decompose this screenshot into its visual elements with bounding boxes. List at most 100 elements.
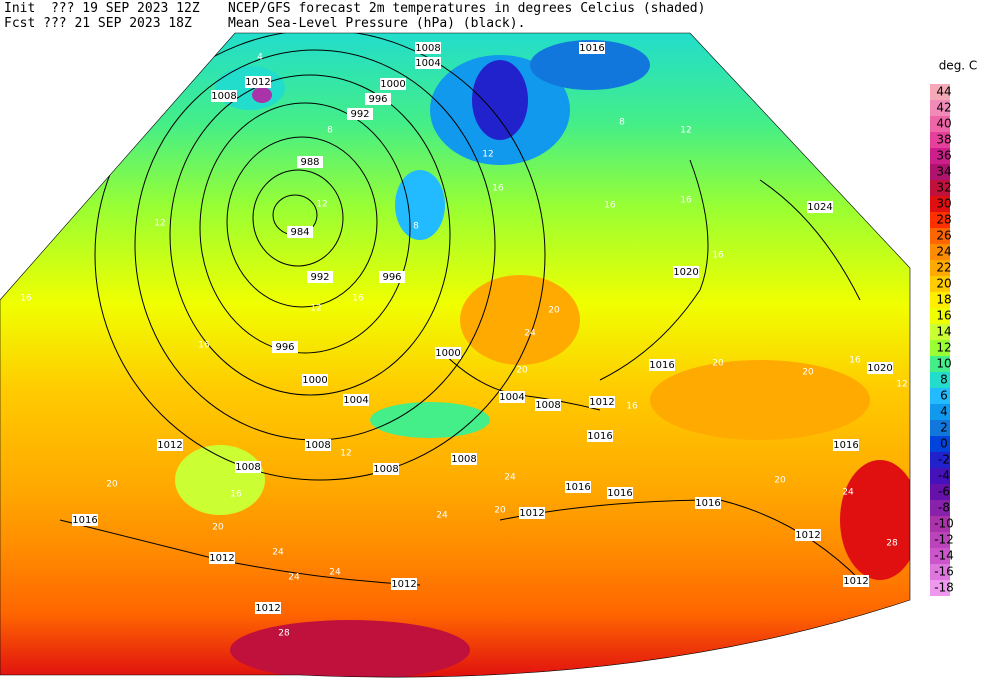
isobar-label-bg [391,578,417,590]
temperature-label: 12 [896,380,907,390]
isobar [599,159,709,381]
title: NCEP/GFS forecast 2m temperatures in deg… [228,1,706,16]
legend-swatch [930,484,950,500]
legend-label: -4 [938,469,950,483]
temperature-label: 8 [619,118,625,128]
legend-label: -2 [938,453,950,467]
temperature-label: 28 [278,629,290,639]
legend-swatch [930,452,950,468]
isobar-label: 1012 [519,508,544,519]
temperature-label: 16 [20,294,32,304]
isobar-label-bg [211,90,237,102]
isobar-label: 1004 [499,392,524,403]
isobar-label: 1000 [435,348,460,359]
temperature-label: 16 [626,402,638,412]
scandinavia-cold-core [472,60,528,140]
legend-label: 14 [936,325,951,339]
temperature-label: 28 [886,539,898,549]
isobar-label: 996 [275,342,294,353]
init-time: Init ??? 19 SEP 2023 12Z [4,1,200,16]
legend-label: 42 [936,101,951,115]
legend-label: 22 [936,261,951,275]
isobar-label-bg [843,575,869,587]
isobar-label-bg [807,201,833,213]
isobar-label-bg [209,552,235,564]
legend-swatch [930,532,950,548]
isobar [759,179,861,301]
legend-swatch [930,244,950,260]
legend-label: 24 [936,245,951,259]
isobar-label: 1012 [209,553,234,564]
isobar-label: 1008 [305,440,330,451]
legend-label: 36 [936,149,951,163]
isobar-label: 996 [382,272,401,283]
isobar-label: 1016 [833,440,858,451]
legend-swatch [930,548,950,564]
isobar-label-bg [287,226,313,238]
isobar-label: 988 [300,157,319,168]
temperature-label: 12 [310,304,321,314]
isobar-label-bg [157,439,183,451]
isobar-label-bg [297,156,323,168]
isobar-label: 984 [290,227,309,238]
temperature-label: 16 [198,341,210,351]
isobar-label: 1000 [302,375,327,386]
kola-cold [530,40,650,90]
temperature-label: 24 [524,329,536,339]
isobar-label: 1016 [649,360,674,371]
isobar-label: 992 [350,109,369,120]
isobar-label-bg [587,430,613,442]
isobar-label: 1012 [245,77,270,88]
isobar-label-bg [795,529,821,541]
isobar [226,136,378,308]
isobar-label-bg [305,439,331,451]
isobar-label-bg [255,602,281,614]
isobar-label-bg [365,93,391,105]
isobar-label: 1008 [415,43,440,54]
isobar-label-bg [499,391,525,403]
temperature-label: 24 [504,473,516,483]
isobar-label-bg [833,439,859,451]
legend-label: 38 [936,133,951,147]
legend-swatch [930,340,950,356]
isobar-label: 1008 [235,462,260,473]
isobar-label-bg [415,57,441,69]
isobar-label-bg [272,341,298,353]
forecast-time: Fcst ??? 21 SEP 2023 18Z [4,16,192,31]
legend-swatch [930,116,950,132]
isobar-label-bg [245,76,271,88]
temperature-label: 16 [230,490,242,500]
temperature-label: 20 [712,359,724,369]
isobar-label: 1008 [535,400,560,411]
temperature-label: 12 [680,126,691,136]
temperature-label: 12 [482,150,493,160]
sahara-hot [230,620,470,678]
legend-swatch [930,372,950,388]
isobar-label-bg [415,42,441,54]
isobar-label: 1012 [843,576,868,587]
isobar-label-bg [451,453,477,465]
legend-swatch [930,468,950,484]
legend-swatch [930,500,950,516]
legend-swatch [930,260,950,276]
isobar-label-bg [589,396,615,408]
legend-swatch [930,212,950,228]
isobar-label-bg [435,347,461,359]
norway-cold [395,170,445,240]
isobar-label: 1020 [867,363,892,374]
isobar-label: 1012 [391,579,416,590]
isobar-label-bg [673,266,699,278]
temperature-label: 20 [106,480,118,490]
temperature-label: 4 [257,53,263,63]
isobar-label-bg [867,362,893,374]
isobar-label-bg [695,497,721,509]
legend-label: 40 [936,117,951,131]
legend-label: 8 [940,373,948,387]
legend-swatch [930,84,950,100]
isobar-label-bg [535,399,561,411]
isobar-label-bg [380,78,406,90]
legend-label: 44 [936,85,951,99]
legend-label: 12 [936,341,951,355]
